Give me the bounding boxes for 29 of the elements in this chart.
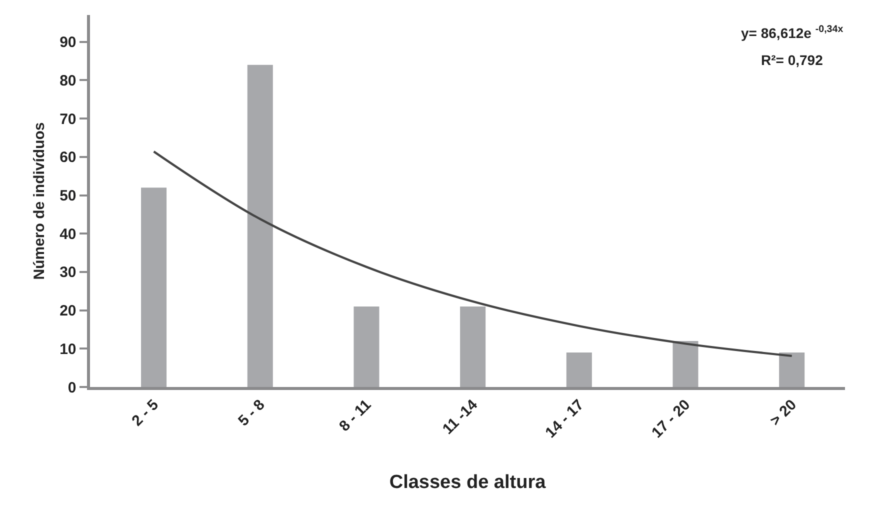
- x-axis-title: Classes de altura: [389, 472, 546, 494]
- bar: [779, 352, 805, 387]
- x-tick-label: 11 -14: [439, 396, 482, 438]
- y-tick-label: 90: [60, 34, 76, 52]
- x-tick-label: 5 - 8: [235, 396, 268, 430]
- bar: [247, 64, 273, 387]
- x-tick-label: 2 - 5: [128, 396, 162, 430]
- bar: [672, 340, 698, 387]
- y-tick-label: 80: [60, 72, 76, 90]
- bar: [141, 188, 167, 387]
- y-tick-label: 10: [60, 340, 76, 358]
- x-tick-label: 17 - 20: [648, 396, 694, 442]
- annotation: R²= 0,792: [761, 52, 824, 68]
- y-tick-label: 20: [60, 302, 76, 320]
- x-tick-label: 8 - 11: [336, 396, 375, 435]
- y-tick-label: 60: [60, 149, 76, 166]
- line-series: [152, 150, 793, 358]
- y-tick-label: 0: [68, 379, 76, 396]
- y-tick-label: 40: [60, 226, 76, 243]
- x-tick-label: 14 - 17: [542, 396, 588, 442]
- bar: [566, 352, 592, 387]
- y-tick-label: 30: [60, 264, 76, 282]
- bar: [354, 306, 380, 387]
- x-tick-label: > 20: [766, 396, 800, 430]
- annotation: y= 86,612e $^{-0,34x}$: [741, 24, 844, 41]
- y-tick-label: 50: [60, 188, 76, 204]
- bar: [460, 306, 486, 387]
- y-tick-label: 70: [60, 110, 76, 128]
- y-axis-title: Número de indivíduos: [30, 122, 48, 280]
